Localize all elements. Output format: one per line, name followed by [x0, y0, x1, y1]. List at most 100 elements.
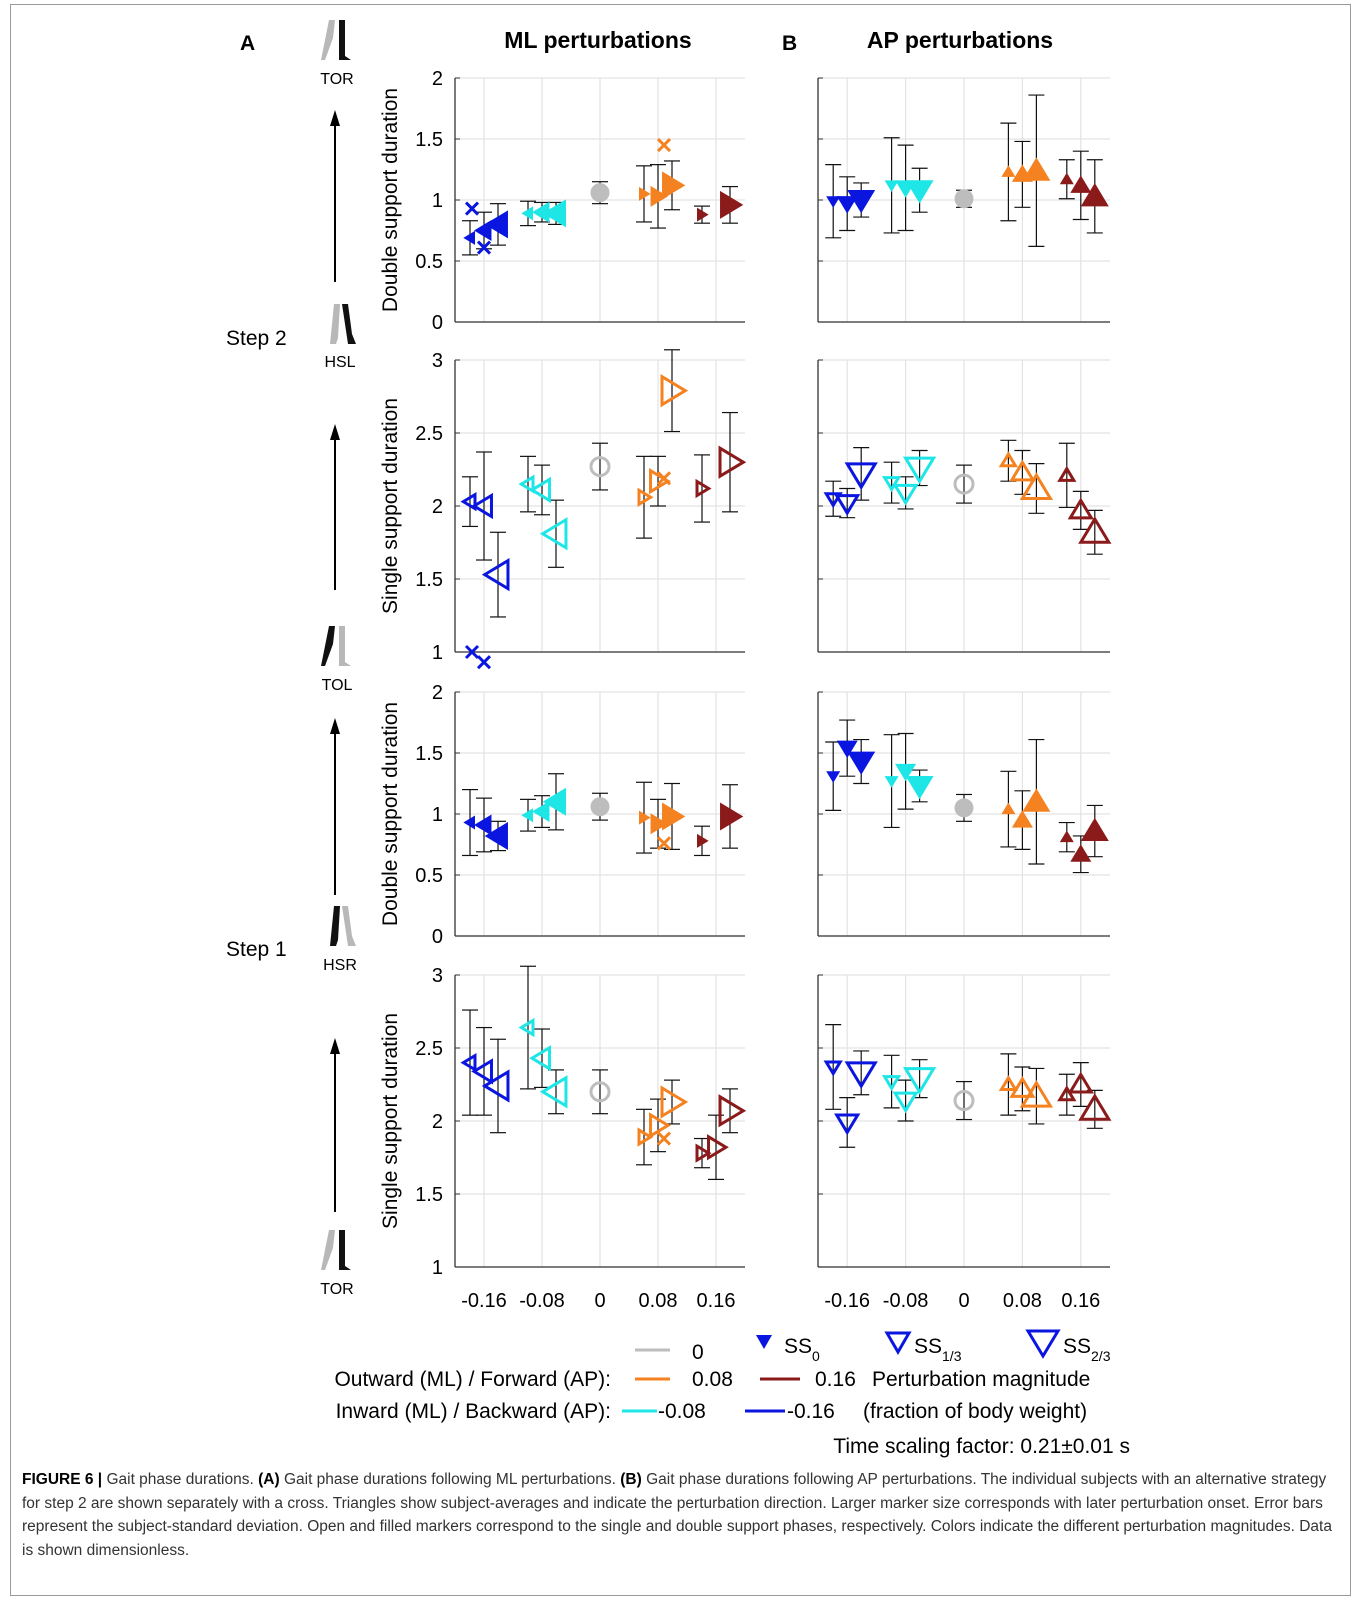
data-point-triangle: [892, 483, 919, 506]
event-tor-bottom: TOR: [320, 1281, 353, 1298]
tor-bottom-figure-icon: [321, 1230, 351, 1270]
data-point-triangle: [521, 206, 533, 221]
data-point-triangle: [718, 445, 747, 479]
hsl-figure-icon: [330, 304, 356, 344]
data-point-cross: [476, 655, 492, 670]
legend-outward-label: Outward (ML) / Forward (AP):: [334, 1368, 611, 1391]
data-point-triangle: [649, 468, 671, 495]
y-tick-label: 0.5: [415, 251, 443, 273]
legend-magnitude-line1: Perturbation magnitude: [872, 1368, 1090, 1391]
tol-figure-icon: [321, 626, 351, 666]
data-point-triangle: [1070, 175, 1092, 193]
y-tick-label: 1.5: [415, 129, 443, 151]
data-point-triangle: [826, 771, 841, 783]
chart-b-row-1: [817, 77, 1110, 323]
legend: 0 SS0 SS1/3 SS2/3 Outward (ML) / Forward…: [334, 1329, 1130, 1458]
y-tick-label: 3: [432, 965, 443, 987]
y-tick-label: 0: [432, 926, 443, 948]
data-point-triangle: [1022, 788, 1051, 812]
legend-m008-label: -0.08: [658, 1400, 706, 1423]
x-tick-label: -0.08: [519, 1290, 565, 1312]
legend-time-scaling: Time scaling factor: 0.21±0.01 s: [833, 1435, 1130, 1458]
legend-m016-label: -0.16: [787, 1400, 835, 1423]
data-point-triangle: [836, 740, 858, 759]
data-point-triangle: [895, 763, 917, 782]
data-point-circle: [590, 797, 610, 817]
data-point-triangle: [697, 833, 709, 848]
data-point-triangle: [844, 1061, 878, 1090]
y-tick-label: 2.5: [415, 423, 443, 445]
data-point-triangle: [1059, 830, 1074, 843]
x-tick-label: 0.16: [697, 1290, 736, 1312]
y-axis-label: Double support duration: [379, 702, 402, 926]
data-point-circle: [589, 1081, 611, 1103]
y-tick-label: 2: [432, 682, 443, 704]
y-tick-label: 2.5: [415, 1038, 443, 1060]
panel-a-letter: A: [240, 32, 255, 55]
data-point-triangle: [1067, 497, 1094, 520]
x-tick-label: -0.16: [461, 1290, 507, 1312]
data-point-triangle: [998, 451, 1019, 468]
time-arrow-3: [330, 718, 340, 895]
data-point-triangle: [471, 492, 493, 520]
data-point-triangle: [460, 491, 477, 512]
data-point-cross: [464, 201, 480, 216]
panel-b-letter: B: [782, 32, 797, 55]
data-point-triangle: [1080, 183, 1109, 207]
data-point-triangle: [662, 171, 686, 200]
y-tick-label: 2: [432, 68, 443, 90]
legend-ss13: SS1/3: [914, 1335, 962, 1364]
data-point-triangle: [662, 802, 686, 831]
data-point-triangle: [1078, 516, 1112, 544]
figure-canvas: A ML perturbations B AP perturbations TO…: [226, 20, 1130, 1458]
tor-top-figure-icon: [321, 20, 351, 60]
data-point-triangle: [881, 476, 902, 493]
legend-magnitude-line2: (fraction of body weight): [863, 1400, 1087, 1423]
x-tick-label: 0.08: [1003, 1290, 1042, 1312]
data-point-triangle: [697, 207, 709, 222]
chart-a-row-2: 1 1.5 2 2.5 3 Single support duration: [379, 349, 747, 670]
data-point-triangle: [823, 492, 843, 509]
data-point-triangle: [1070, 844, 1092, 862]
step1-label: Step 1: [226, 938, 287, 961]
y-tick-label: 1.5: [415, 569, 443, 591]
event-hsr: HSR: [323, 957, 357, 974]
legend-ss13-marker: [884, 1331, 912, 1355]
data-point-triangle: [718, 1094, 747, 1128]
y-tick-label: 0: [432, 312, 443, 334]
data-point-triangle: [1019, 1079, 1054, 1108]
y-tick-label: 1: [432, 642, 443, 664]
panel-b-title: AP perturbations: [867, 27, 1053, 53]
data-point-triangle: [720, 802, 744, 831]
data-point-triangle: [847, 751, 876, 775]
data-point-triangle: [847, 190, 876, 214]
data-point-triangle: [707, 1134, 729, 1161]
data-point-triangle: [902, 456, 937, 485]
data-point-cross: [464, 644, 480, 660]
event-hsl: HSL: [324, 354, 355, 371]
hsr-figure-icon: [330, 906, 356, 946]
x-tick-label: 0: [958, 1290, 969, 1312]
x-tick-label: -0.16: [824, 1290, 870, 1312]
data-point-triangle: [474, 814, 492, 836]
data-point-triangle: [834, 494, 861, 516]
data-point-triangle: [695, 1143, 712, 1163]
chart-a-row-1: 0 0.5 1 1.5 2 Double support duration: [379, 68, 745, 334]
chart-a-row-3: 0 0.5 1 1.5 2 Double support duration: [379, 682, 745, 948]
data-point-triangle: [650, 813, 668, 835]
data-point-triangle: [695, 478, 712, 499]
data-point-triangle: [884, 180, 899, 193]
caption-b-label: (B): [620, 1471, 642, 1488]
data-point-triangle: [1001, 165, 1016, 177]
data-point-triangle: [529, 1045, 551, 1072]
data-point-triangle: [539, 1075, 568, 1109]
data-point-triangle: [539, 517, 568, 551]
data-point-triangle: [1009, 459, 1036, 482]
figure-caption: FIGURE 6 | Gait phase durations. (A) Gai…: [22, 1468, 1340, 1562]
data-point-triangle: [481, 1069, 510, 1103]
legend-p016-label: 0.16: [815, 1368, 856, 1391]
data-point-cross: [656, 1131, 672, 1146]
y-tick-label: 2: [432, 496, 443, 518]
data-point-triangle: [529, 476, 551, 504]
data-point-circle: [589, 456, 611, 478]
